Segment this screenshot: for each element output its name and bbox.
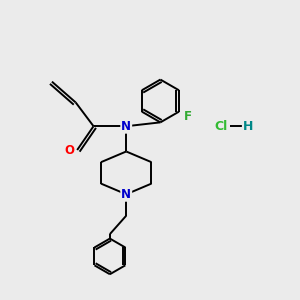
Text: H: H: [243, 120, 253, 133]
Text: F: F: [184, 110, 192, 123]
Text: Cl: Cl: [215, 120, 228, 133]
Text: N: N: [121, 188, 131, 201]
Text: N: N: [121, 120, 131, 133]
Text: O: O: [65, 143, 75, 157]
